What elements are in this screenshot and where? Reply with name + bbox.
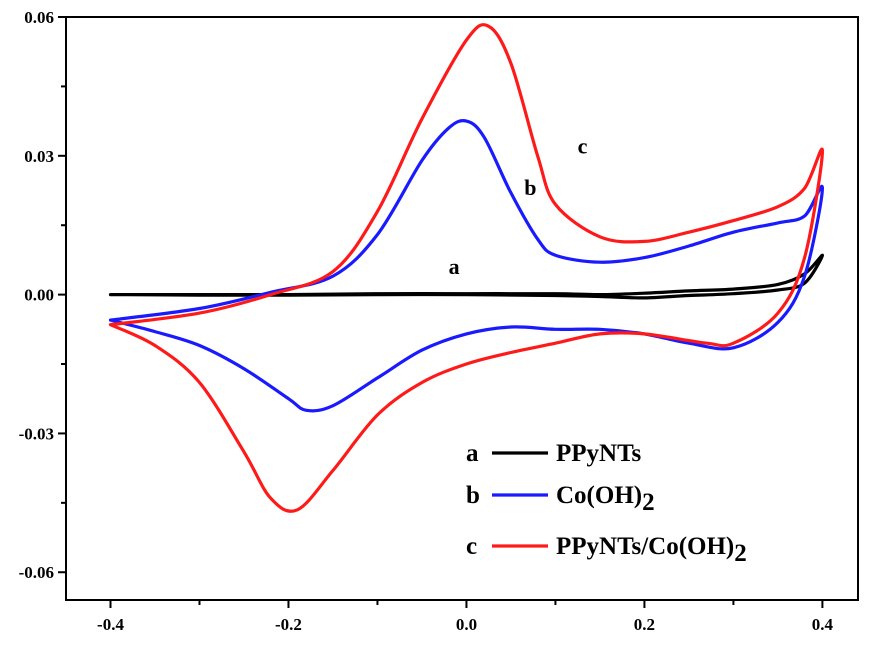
curve-label-b: b	[524, 175, 536, 200]
legend-label-c: PPyNTs/Co(OH)2	[556, 533, 747, 567]
y-tick-label: -0.03	[19, 424, 54, 443]
x-tick-label: 0.4	[812, 615, 834, 634]
y-tick-label: 0.00	[24, 286, 54, 305]
legend-label-a: PPyNTs	[556, 440, 641, 467]
series-line-b	[108, 119, 824, 413]
curve-label-c: c	[578, 133, 588, 158]
legend-letter-b: b	[466, 482, 480, 509]
x-tick-label: -0.4	[97, 615, 124, 634]
series-line-c	[108, 23, 824, 513]
series-lines	[108, 23, 824, 513]
curve-label-a: a	[449, 254, 460, 279]
y-tick-label: -0.06	[19, 563, 54, 582]
plot-frame	[65, 16, 859, 601]
legend-letter-a: a	[466, 440, 479, 467]
y-tick-label: 0.03	[24, 147, 54, 166]
axis-ticks: -0.4 -0.2 0.0 0.2 0.4 0.06 0.03 0.00 -0.03 -0.06	[19, 8, 834, 634]
curve-labels: a b c	[449, 133, 588, 278]
x-tick-label: 0.2	[634, 615, 655, 634]
legend-label-b: Co(OH)2	[556, 482, 655, 516]
legend: a PPyNTs b Co(OH)2 c PPyNTs/Co(OH)2	[466, 440, 747, 567]
x-tick-label: -0.2	[275, 615, 302, 634]
series-line-a	[108, 253, 824, 300]
legend-letter-c: c	[466, 533, 477, 560]
x-tick-label: 0.0	[456, 615, 477, 634]
y-tick-label: 0.06	[24, 8, 54, 27]
